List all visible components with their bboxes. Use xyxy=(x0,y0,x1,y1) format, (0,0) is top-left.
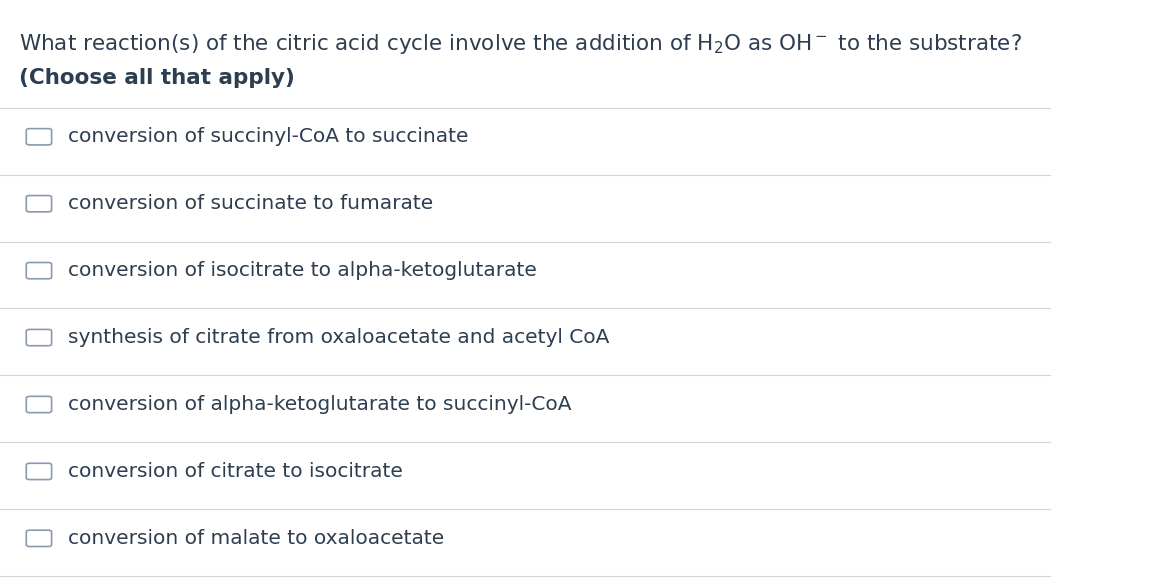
Text: (Choose all that apply): (Choose all that apply) xyxy=(19,68,295,88)
Text: conversion of citrate to isocitrate: conversion of citrate to isocitrate xyxy=(69,462,403,481)
FancyBboxPatch shape xyxy=(27,396,51,413)
Text: What reaction(s) of the citric acid cycle involve the addition of $\mathregular{: What reaction(s) of the citric acid cycl… xyxy=(19,32,1021,56)
Text: conversion of malate to oxaloacetate: conversion of malate to oxaloacetate xyxy=(69,529,444,548)
FancyBboxPatch shape xyxy=(27,262,51,279)
FancyBboxPatch shape xyxy=(27,463,51,480)
Text: synthesis of citrate from oxaloacetate and acetyl CoA: synthesis of citrate from oxaloacetate a… xyxy=(69,328,610,347)
FancyBboxPatch shape xyxy=(27,129,51,145)
Text: conversion of isocitrate to alpha-ketoglutarate: conversion of isocitrate to alpha-ketogl… xyxy=(69,261,538,280)
Text: conversion of succinyl-CoA to succinate: conversion of succinyl-CoA to succinate xyxy=(69,127,469,146)
Text: conversion of alpha-ketoglutarate to succinyl-CoA: conversion of alpha-ketoglutarate to suc… xyxy=(69,395,571,414)
FancyBboxPatch shape xyxy=(27,329,51,346)
Text: conversion of succinate to fumarate: conversion of succinate to fumarate xyxy=(69,194,434,213)
FancyBboxPatch shape xyxy=(27,530,51,546)
FancyBboxPatch shape xyxy=(27,196,51,212)
